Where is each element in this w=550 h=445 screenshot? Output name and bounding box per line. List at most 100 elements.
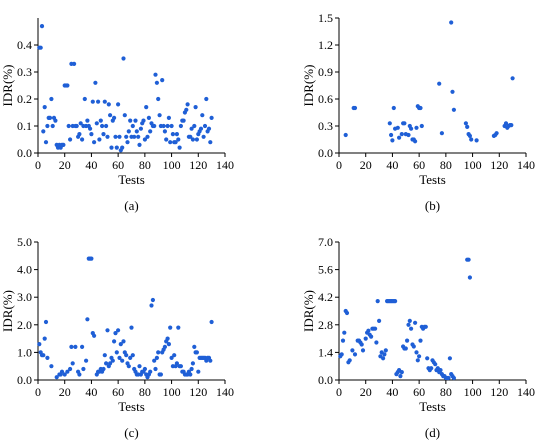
panel-d-data-point [417,354,422,359]
panel-c-data-point [149,303,154,308]
panel-a-data-point [77,132,82,137]
panel-c-x-tick-label: 60 [112,385,124,399]
panel-a-data-point [104,123,109,129]
panel-b-data-point [389,132,394,138]
panel-d-data-point [393,299,398,304]
panel-b-data-point [414,125,419,130]
panel-d-data-point [398,374,403,379]
panel-d-data-point [383,348,388,353]
panel-d-data-point [347,358,352,363]
panel-d-data-point [413,320,418,325]
panel-c-data-point [116,328,121,333]
panel-b-x-tick-label: 0 [336,158,342,172]
panel-a-data-point [170,132,175,137]
panel-c-x-axis-title: Tests [118,399,145,414]
panel-a-data-point [193,105,198,110]
panel-c-data-point [156,350,161,355]
panel-b-data-point [451,107,456,112]
panel-c-data-point [137,364,142,369]
panel-a-data-point [82,96,87,102]
panel-c-data-point [77,372,82,377]
panel-d-data-point [407,318,412,323]
panel-c-data-point [70,361,75,366]
panel-a-data-point [41,129,46,134]
panel-a-data-point [124,134,129,139]
panel-c-data-point [92,333,97,338]
panel-a-data-point [148,129,153,134]
panel-c-data-point [152,358,157,363]
panel-c-data-point [108,361,113,366]
panel-c-x-tick-label: 100 [163,385,181,399]
panel-a-data-point [122,113,127,118]
panel-c-data-point [117,355,122,360]
panel-d-data-point [418,338,423,343]
panel-c-y-axis-title: IDR(%) [0,290,15,332]
panel-b-data-point [503,121,509,126]
panel-d-x-tick-label: 40 [386,385,398,399]
panel-a-data-point [146,115,151,120]
panel-b-data-point [467,133,472,138]
panel-a-caption: (a) [124,198,138,213]
panel-c-data-point [174,361,179,366]
panel-a-data-point [164,137,169,142]
panel-c-data-point [178,364,183,369]
panel-d-x-tick-label: 60 [413,385,425,399]
panel-a-data-point [156,96,161,102]
panel-c-data-point [172,353,177,358]
panel-d-y-tick-label: 5.6 [318,263,333,277]
panel-a-data-point [85,118,90,123]
panel-b-x-tick-label: 80 [440,158,452,172]
panel-d-data-point [447,356,452,361]
panel-a-data-point [174,132,179,137]
panel-c-y-tick-label: 1.0 [17,345,32,359]
panel-c-data-point [129,325,134,330]
panel-a-data-point [94,121,99,126]
panel-b-y-tick-label: 1.5 [318,11,333,25]
panel-a-y-tick-label: 0.4 [17,38,32,52]
panel-a-data-point [190,137,195,142]
panel-c-x-tick-label: 40 [85,385,97,399]
panel-a-data-point [101,132,106,137]
panel-a-x-tick-label: 140 [216,158,234,172]
panel-a-data-point [142,137,147,142]
panel-a-data-point [177,145,182,150]
panel-d-data-point [429,366,434,371]
panel-a-data-point [126,129,131,134]
panel-b-data-point [450,89,455,94]
panel-a-data-point [130,123,135,129]
panel-d-x-tick-label: 100 [464,385,482,399]
panel-a-x-tick-label: 120 [189,158,207,172]
panel-c-data-point [166,342,171,347]
panel-b-caption: (b) [425,198,440,213]
panel-a-data-point [112,115,117,120]
panel-a-data-point [53,118,58,123]
panel-c-data-point [169,355,174,360]
panel-a-data-point [165,123,170,129]
panel-c-data-point [59,369,65,374]
panel-b-y-tick-label: 1.2 [318,38,333,52]
panel-a-data-point [68,137,73,142]
panel-a-data-point [184,107,189,112]
panel-a-data-point [206,126,212,131]
panel-d-data-point [350,348,355,353]
panel-a-data-point [198,126,204,131]
panel-b-y-tick-label: 0.3 [318,119,333,133]
panel-a-data-point [49,96,54,102]
panel-c-data-point [128,355,133,360]
panel-d-data-point [352,352,358,357]
panel-c-data-point [153,366,158,372]
panel-b-data-point [395,125,400,130]
panel-b-y-tick-label: 0.0 [318,146,333,160]
panel-c-data-point [192,344,197,349]
panel-b-data-point [449,20,454,25]
panel-d-data-point [373,326,378,331]
panel-a-data-point [109,145,114,150]
panel-c-data-point [85,317,90,322]
panel-a-data-point [98,118,103,123]
panel-a-y-tick-label: 0.2 [17,92,32,106]
panel-a-data-point [138,126,143,131]
panel-a-y-axis-title: IDR(%) [0,65,15,107]
panel-b-data-point [399,132,404,137]
panel-a-data-point [93,80,98,85]
